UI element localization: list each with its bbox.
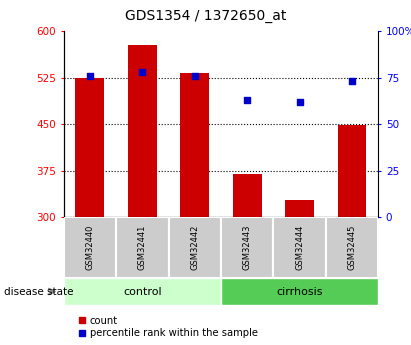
Bar bbox=[64, 217, 116, 278]
Text: GSM32442: GSM32442 bbox=[190, 225, 199, 270]
Text: disease state: disease state bbox=[4, 287, 74, 296]
Bar bbox=[64, 278, 221, 305]
Text: cirrhosis: cirrhosis bbox=[276, 287, 323, 296]
Bar bbox=[169, 217, 221, 278]
Point bbox=[349, 79, 355, 84]
Text: GSM32443: GSM32443 bbox=[242, 225, 252, 270]
Bar bbox=[285, 200, 314, 217]
Legend: count, percentile rank within the sample: count, percentile rank within the sample bbox=[79, 316, 258, 338]
Text: GSM32444: GSM32444 bbox=[295, 225, 304, 270]
Bar bbox=[76, 78, 104, 217]
Bar bbox=[233, 174, 261, 217]
Point bbox=[244, 97, 250, 103]
Bar bbox=[221, 217, 273, 278]
Text: GSM32441: GSM32441 bbox=[138, 225, 147, 270]
Bar bbox=[128, 45, 157, 217]
Point bbox=[192, 73, 198, 79]
Text: GSM32445: GSM32445 bbox=[347, 225, 356, 270]
Text: control: control bbox=[123, 287, 162, 296]
Bar bbox=[337, 126, 366, 217]
Bar bbox=[221, 278, 378, 305]
Point bbox=[87, 73, 93, 79]
Point bbox=[296, 99, 303, 105]
Text: GDS1354 / 1372650_at: GDS1354 / 1372650_at bbox=[125, 9, 286, 22]
Point bbox=[139, 69, 145, 75]
Bar bbox=[116, 217, 169, 278]
Bar bbox=[180, 73, 209, 217]
Text: GSM32440: GSM32440 bbox=[85, 225, 95, 270]
Bar bbox=[326, 217, 378, 278]
Bar bbox=[273, 217, 326, 278]
